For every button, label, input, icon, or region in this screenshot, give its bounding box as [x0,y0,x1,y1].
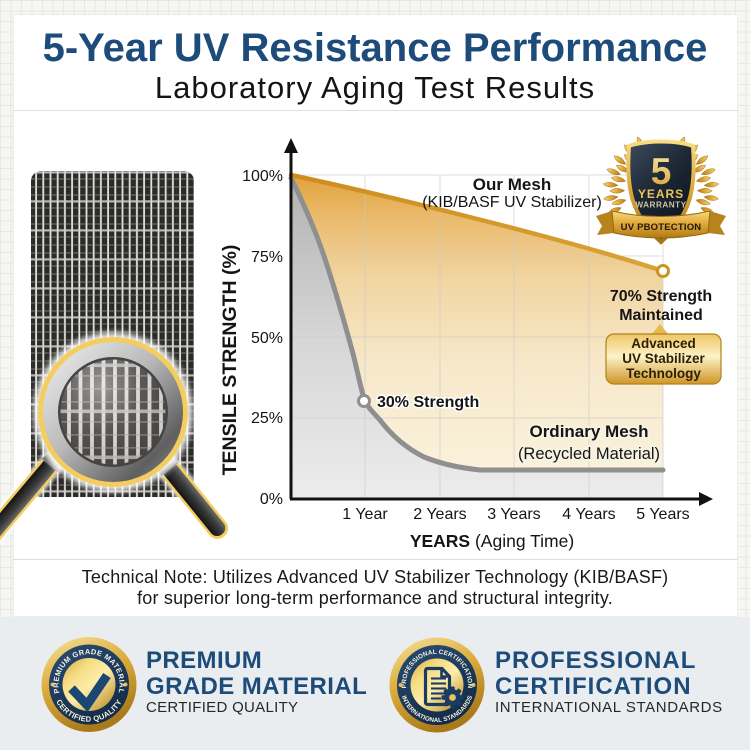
svg-text:UV PBOTECTION: UV PBOTECTION [621,222,702,233]
svg-text:Technology: Technology [626,366,701,381]
svg-text:25%: 25% [251,410,283,427]
svg-text:Our Mesh: Our Mesh [473,175,551,194]
svg-text:3 Years: 3 Years [487,506,540,523]
svg-text:Advanced: Advanced [631,336,696,351]
svg-text:5 Years: 5 Years [636,506,689,523]
svg-text:(Recycled Material): (Recycled Material) [518,445,660,463]
svg-text:30% Strength: 30% Strength [377,394,479,411]
svg-text:Maintained: Maintained [619,307,703,324]
svg-text:TENSILE STRENGTH (%): TENSILE STRENGTH (%) [219,245,241,476]
svg-text:4 Years: 4 Years [562,506,615,523]
svg-text:50%: 50% [251,330,283,347]
svg-text:5: 5 [651,151,672,192]
svg-text:100%: 100% [242,168,283,185]
svg-text:Ordinary Mesh: Ordinary Mesh [529,422,648,441]
svg-text:75%: 75% [251,249,283,266]
svg-text:1 Year: 1 Year [342,506,388,523]
svg-text:UV Stabilizer: UV Stabilizer [622,351,705,366]
svg-text:YEARS (Aging Time): YEARS (Aging Time) [410,531,574,551]
svg-text:(KIB/BASF UV Stabilizer): (KIB/BASF UV Stabilizer) [422,194,602,211]
svg-text:0%: 0% [260,491,283,508]
svg-text:YEARS: YEARS [638,187,684,201]
svg-text:WARRANTY: WARRANTY [635,201,686,210]
svg-text:70% Strength: 70% Strength [610,288,712,305]
svg-text:2 Years: 2 Years [413,506,466,523]
